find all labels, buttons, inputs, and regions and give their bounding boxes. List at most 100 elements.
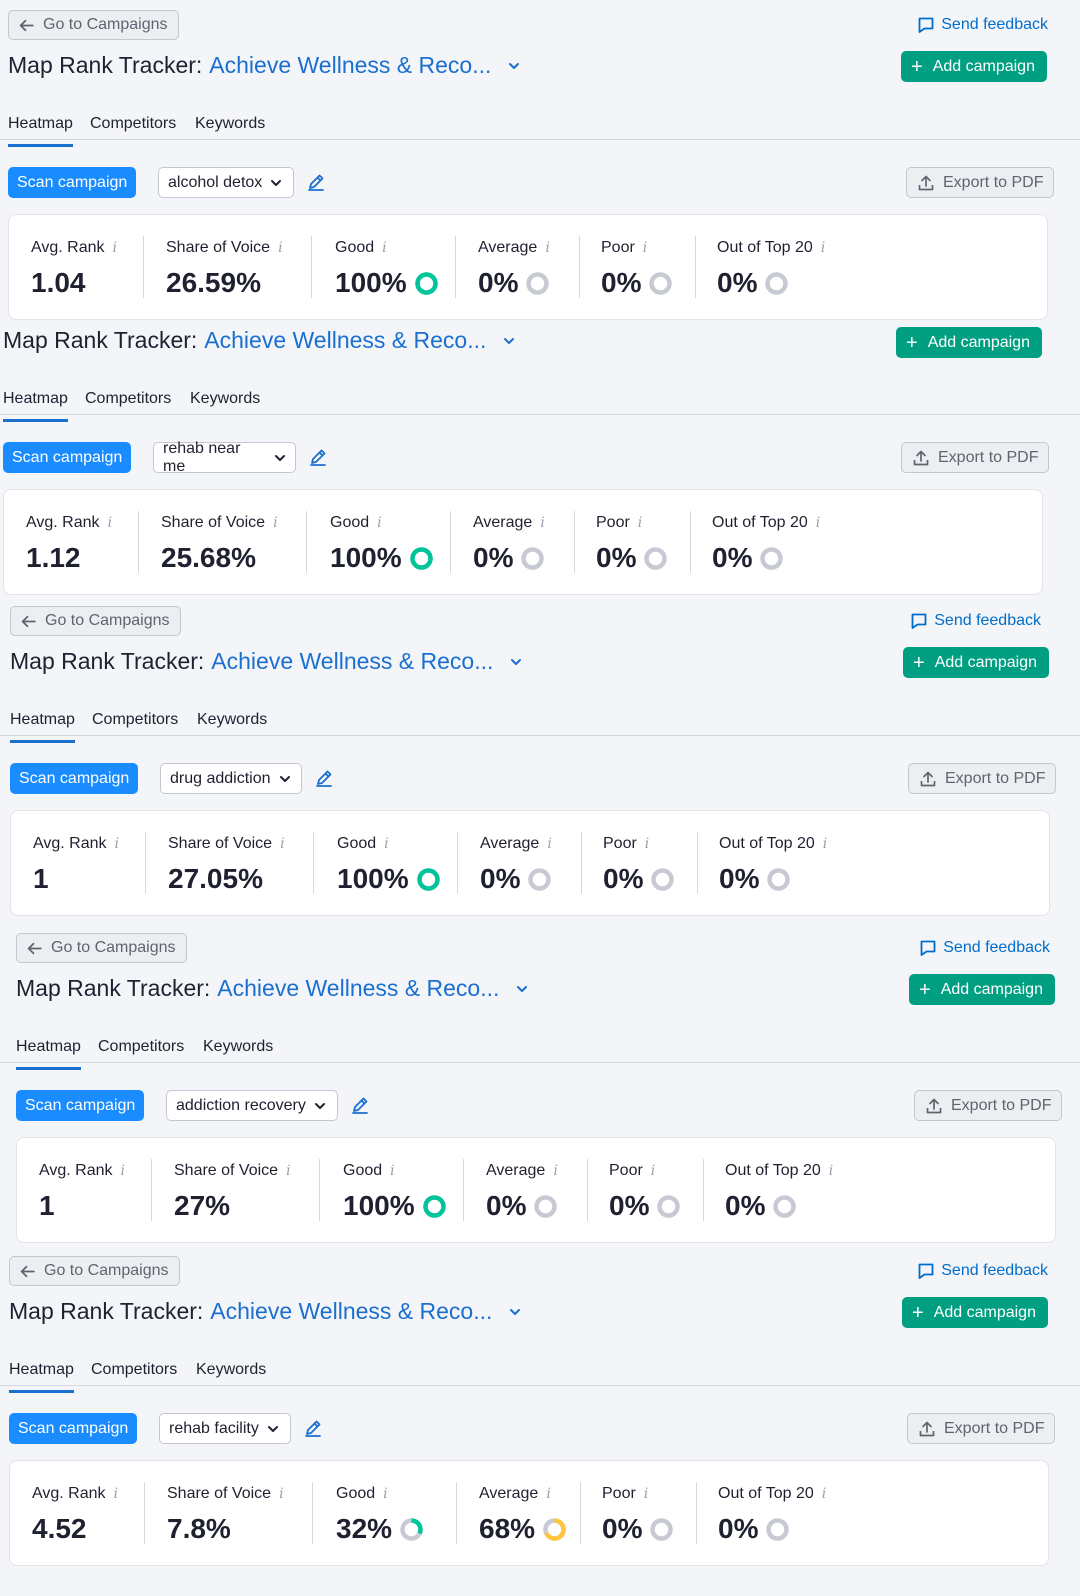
info-icon[interactable]: i [540, 515, 545, 531]
tab-competitors[interactable]: Competitors [98, 1038, 185, 1055]
campaign-name-link[interactable]: Achieve Wellness & Reco... [204, 327, 487, 353]
send-feedback-link[interactable]: Send feedback [917, 16, 1048, 34]
metric-value-text: 26.59% [166, 267, 261, 298]
info-icon[interactable]: i [273, 515, 278, 531]
info-icon[interactable]: i [553, 1163, 558, 1179]
metrics-card: Avg. Rank i 4.52 Share of Voice i 7.8% Good i 32… [9, 1460, 1049, 1566]
metric-label-text: Share of Voice [166, 239, 271, 256]
keyword-select[interactable]: alcohol detox [158, 167, 294, 198]
tab-competitors[interactable]: Competitors [92, 711, 179, 728]
tab-heatmap[interactable]: Heatmap [10, 711, 75, 743]
add-campaign-button[interactable]: + Add campaign [896, 327, 1042, 358]
info-icon[interactable]: i [820, 240, 826, 256]
upload-icon [917, 174, 935, 192]
add-campaign-button[interactable]: + Add campaign [909, 974, 1055, 1005]
go-to-campaigns-button[interactable]: Go to Campaigns [8, 10, 179, 40]
campaign-name-link[interactable]: Achieve Wellness & Reco... [209, 52, 492, 78]
info-icon[interactable]: i [821, 1486, 827, 1502]
export-pdf-button[interactable]: Export to PDF [907, 1413, 1056, 1444]
chevron-down-icon[interactable] [515, 982, 529, 996]
chevron-down-icon[interactable] [507, 59, 521, 73]
chevron-down-icon[interactable] [509, 655, 523, 669]
chevron-down-icon[interactable] [502, 334, 516, 348]
tab-heatmap[interactable]: Heatmap [9, 1361, 74, 1393]
export-pdf-button[interactable]: Export to PDF [906, 167, 1055, 198]
add-campaign-button[interactable]: + Add campaign [901, 51, 1047, 82]
metric-label: Good i [330, 514, 435, 532]
chevron-down-icon[interactable] [508, 1305, 522, 1319]
export-pdf-button[interactable]: Export to PDF [901, 442, 1050, 473]
go-to-campaigns-button[interactable]: Go to Campaigns [9, 1256, 180, 1286]
scan-campaign-button[interactable]: Scan campaign [9, 1413, 138, 1444]
campaign-name-link[interactable]: Achieve Wellness & Reco... [217, 975, 500, 1001]
info-icon[interactable]: i [107, 515, 113, 531]
info-icon[interactable]: i [279, 1486, 284, 1502]
keyword-select[interactable]: addiction recovery [166, 1090, 338, 1121]
tab-heatmap[interactable]: Heatmap [8, 115, 73, 147]
tab-keywords[interactable]: Keywords [195, 115, 266, 132]
chevron-down-icon [267, 1423, 279, 1435]
tab-heatmap[interactable]: Heatmap [3, 390, 68, 422]
info-icon[interactable]: i [377, 515, 382, 531]
info-icon[interactable]: i [642, 240, 648, 256]
tab-competitors[interactable]: Competitors [90, 115, 177, 132]
info-icon[interactable]: i [822, 836, 828, 852]
metric-out-top20: Out of Top 20 i 0% [725, 1162, 833, 1222]
info-icon[interactable]: i [390, 1163, 395, 1179]
info-icon[interactable]: i [828, 1163, 834, 1179]
info-icon[interactable]: i [112, 240, 118, 256]
info-icon[interactable]: i [280, 836, 285, 852]
metric-poor: Poor i 0% [603, 835, 676, 895]
tab-keywords[interactable]: Keywords [203, 1038, 274, 1055]
info-icon[interactable]: i [383, 1486, 388, 1502]
pencil-icon[interactable] [314, 768, 334, 788]
tab-competitors[interactable]: Competitors [85, 390, 172, 407]
add-campaign-button[interactable]: + Add campaign [903, 647, 1049, 678]
keyword-select[interactable]: rehab near me [153, 440, 296, 475]
info-icon[interactable]: i [815, 515, 821, 531]
info-icon[interactable]: i [547, 836, 552, 852]
info-icon[interactable]: i [286, 1163, 291, 1179]
info-icon[interactable]: i [384, 836, 389, 852]
info-icon[interactable]: i [120, 1163, 126, 1179]
add-campaign-button[interactable]: + Add campaign [902, 1297, 1048, 1328]
scan-campaign-button[interactable]: Scan campaign [16, 1090, 145, 1121]
scan-campaign-button[interactable]: Scan campaign [3, 442, 132, 473]
send-feedback-link[interactable]: Send feedback [919, 939, 1050, 957]
info-icon[interactable]: i [382, 240, 387, 256]
tab-keywords[interactable]: Keywords [190, 390, 261, 407]
tab-keywords[interactable]: Keywords [197, 711, 268, 728]
scan-campaign-button[interactable]: Scan campaign [10, 763, 139, 794]
scan-campaign-button[interactable]: Scan campaign [8, 167, 137, 198]
info-icon[interactable]: i [114, 836, 120, 852]
send-feedback-link[interactable]: Send feedback [910, 612, 1041, 630]
page-title: Map Rank Tracker: Achieve Wellness & Reco… [16, 975, 529, 1002]
tab-heatmap[interactable]: Heatmap [16, 1038, 81, 1070]
keyword-select[interactable]: rehab facility [159, 1413, 291, 1444]
go-to-campaigns-button[interactable]: Go to Campaigns [10, 606, 181, 636]
info-icon[interactable]: i [545, 240, 550, 256]
export-pdf-button[interactable]: Export to PDF [908, 763, 1057, 794]
info-icon[interactable]: i [546, 1486, 551, 1502]
tab-keywords[interactable]: Keywords [196, 1361, 267, 1378]
keyword-select[interactable]: drug addiction [160, 763, 302, 794]
campaign-name-link[interactable]: Achieve Wellness & Reco... [210, 1298, 493, 1324]
tab-competitors[interactable]: Competitors [91, 1361, 178, 1378]
info-icon[interactable]: i [113, 1486, 119, 1502]
add-campaign-label: Add campaign [934, 653, 1037, 671]
info-icon[interactable]: i [650, 1163, 656, 1179]
pencil-icon[interactable] [306, 172, 326, 192]
pencil-icon[interactable] [308, 447, 328, 467]
page-title: Map Rank Tracker: Achieve Wellness & Reco… [10, 648, 523, 675]
go-to-campaigns-button[interactable]: Go to Campaigns [16, 933, 187, 963]
donut-icon [760, 546, 784, 570]
export-pdf-button[interactable]: Export to PDF [914, 1090, 1063, 1121]
campaign-name-link[interactable]: Achieve Wellness & Reco... [211, 648, 494, 674]
info-icon[interactable]: i [278, 240, 283, 256]
info-icon[interactable]: i [643, 1486, 649, 1502]
pencil-icon[interactable] [303, 1418, 323, 1438]
info-icon[interactable]: i [637, 515, 643, 531]
pencil-icon[interactable] [350, 1095, 370, 1115]
send-feedback-link[interactable]: Send feedback [917, 1262, 1048, 1280]
info-icon[interactable]: i [644, 836, 650, 852]
